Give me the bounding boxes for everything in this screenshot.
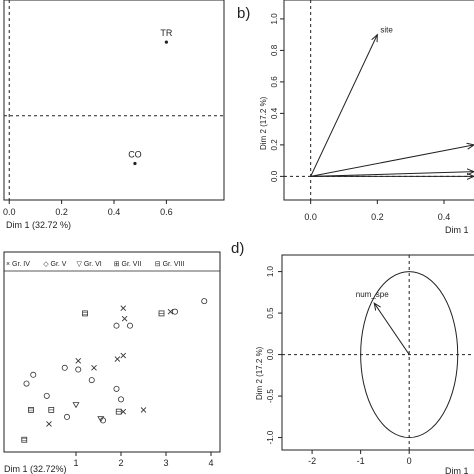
panel-b-arrow — [310, 35, 378, 177]
panel-c-points — [21, 298, 208, 443]
panel-b: b) 0.0 0.2 0.4 0.0 0.2 0.4 0.6 0.8 1.0 site Dim… — [237, 0, 474, 235]
panel-b-y-axis-label: Dim 2 (17.2 %) — [259, 96, 268, 150]
panel-d-x-tick-label: -2 — [308, 456, 316, 466]
panel-b-label: b) — [237, 5, 250, 22]
panel-b-y-axis: 0.0 0.2 0.4 0.6 0.8 1.0 — [270, 13, 284, 182]
panel-c-legend-entry: ⊟ Gr. VIII — [155, 261, 185, 268]
panel-b-y-tick-label: 0.4 — [270, 107, 279, 119]
panel-d-y-tick-label: 0.0 — [266, 348, 275, 360]
panel-c-point-gr-iv — [75, 357, 82, 364]
panel-d: d) -2 -1 0 -1.0 -0.5 0.0 0.5 1.0 num_spe Dim 1… — [231, 240, 474, 474]
panel-b-y-tick-label: 0.6 — [270, 76, 279, 88]
panel-b-arrow — [310, 145, 474, 177]
panel-c-point-gr-v — [61, 364, 68, 371]
panel-b-arrows: site — [310, 26, 474, 177]
panel-c-point-gr-iv — [91, 364, 97, 371]
panel-c-x-tick-label: 2 — [118, 458, 123, 468]
panel-a: 0.0 0.2 0.4 0.6 TR CO Dim 1 (32.72 %) — [3, 0, 225, 230]
panel-a-frame — [3, 0, 225, 201]
panel-c-point-gr-v — [75, 366, 82, 373]
panel-c-point-gr-v — [113, 385, 120, 392]
panel-b-reference-lines — [284, 0, 474, 200]
panel-c-x-axis: 1 2 3 4 — [73, 452, 214, 468]
panel-c-point-gr-v — [64, 413, 71, 420]
panel-a-x-axis: 0.0 0.2 0.4 0.6 — [3, 200, 173, 217]
panel-d-y-axis-label: Dim 2 (17.2 %) — [255, 346, 264, 400]
panel-d-reference-lines — [282, 255, 474, 450]
panel-d-arrow — [374, 303, 410, 355]
panel-b-arrow — [310, 172, 474, 177]
panel-a-x-tick-label: 0.0 — [3, 207, 16, 217]
panel-b-x-tick-label: 0.2 — [371, 212, 384, 222]
panel-b-x-axis: 0.0 0.2 0.4 — [304, 200, 450, 222]
panel-d-arrow-label: num_spe — [356, 290, 389, 299]
panel-c-point-gr-viii — [82, 310, 88, 317]
panel-b-x-axis-label: Dim 1 — [445, 225, 469, 235]
panel-d-x-axis-label: Dim 1 — [445, 466, 469, 474]
panel-c-point-gr-viii — [21, 436, 28, 443]
panel-c-point-gr-v — [118, 396, 125, 403]
panel-c-point-gr-v — [30, 371, 37, 378]
panel-c-x-axis-label: Dim 1 (32.72%) — [4, 464, 67, 474]
panel-c-legend-entry: × Gr. IV — [6, 261, 30, 268]
panel-d-arrows: num_spe — [356, 290, 410, 355]
panel-c-x-tick-label: 1 — [73, 458, 78, 468]
panel-c-point-gr-iv — [120, 305, 127, 311]
panel-c-x-tick-label: 3 — [163, 458, 168, 468]
panel-c-point-gr-v — [127, 322, 134, 329]
panel-c: × Gr. IV ◇ Gr. V ▽ Gr. VI ⊞ Gr. VII ⊟ Gr. VI… — [3, 251, 221, 474]
panel-c-point-gr-viii — [28, 406, 34, 413]
panel-c-point-gr-iv — [140, 407, 147, 413]
panel-d-frame — [281, 254, 474, 451]
panel-c-point-gr-v — [113, 322, 120, 329]
panel-c-point-gr-iv — [114, 356, 121, 362]
panel-c-legend-entry: ▽ Gr. VI — [77, 261, 102, 268]
panel-b-frame — [283, 0, 474, 201]
panel-c-point-gr-iv — [121, 315, 128, 322]
panel-d-y-tick-label: -1.0 — [266, 430, 275, 444]
panel-b-x-tick-label: 0.0 — [304, 212, 317, 222]
panel-b-x-tick-label: 0.4 — [438, 212, 451, 222]
panel-d-y-tick-label: 1.0 — [266, 265, 275, 277]
panel-a-x-tick-label: 0.2 — [55, 207, 68, 217]
panel-c-legend-entry: ⊞ Gr. VII — [114, 261, 142, 268]
panel-c-point-gr-iv — [120, 352, 127, 359]
panel-c-legend: × Gr. IV ◇ Gr. V ▽ Gr. VI ⊞ Gr. VII ⊟ Gr. VI… — [4, 261, 220, 272]
panel-a-point-label: CO — [128, 150, 142, 160]
panel-b-y-tick-label: 0.8 — [270, 44, 279, 56]
panel-d-y-tick-label: -0.5 — [266, 389, 275, 403]
panel-a-x-tick-label: 0.6 — [160, 207, 173, 217]
panel-c-point-gr-vi — [97, 416, 105, 423]
panel-c-point-gr-v — [201, 298, 208, 305]
panel-c-legend-entry: ◇ Gr. V — [43, 261, 67, 268]
panel-d-x-axis: -2 -1 0 — [308, 450, 412, 466]
panel-b-y-tick-label: 1.0 — [270, 13, 279, 25]
panel-a-point — [164, 40, 168, 44]
panel-c-point-gr-v — [43, 392, 50, 399]
panel-c-point-gr-vi — [72, 402, 80, 409]
panel-c-frame — [3, 251, 221, 453]
panel-c-point-gr-v — [23, 380, 30, 387]
panel-d-y-axis: -1.0 -0.5 0.0 0.5 1.0 — [266, 265, 282, 444]
panel-a-point-label: TR — [160, 28, 172, 38]
panel-b-y-tick-label: 0.0 — [270, 170, 279, 182]
panel-b-y-tick-label: 0.2 — [270, 139, 279, 151]
panel-c-point-gr-v — [171, 308, 178, 315]
panel-d-y-tick-label: 0.5 — [266, 307, 275, 319]
panel-a-reference-lines — [4, 0, 224, 200]
panel-c-point-gr-iv — [46, 421, 52, 427]
panel-c-point-gr-v — [88, 377, 95, 384]
panel-c-point-gr-iv — [167, 308, 174, 315]
panel-d-x-tick-label: -1 — [357, 456, 365, 466]
panel-d-x-tick-label: 0 — [407, 456, 412, 466]
panel-b-arrow-label: site — [380, 26, 393, 35]
panel-d-correlation-circle — [360, 271, 459, 439]
panel-a-x-axis-label: Dim 1 (32.72 %) — [6, 220, 71, 230]
panel-a-points: TR CO — [128, 28, 173, 166]
panel-d-label: d) — [231, 240, 244, 257]
panel-a-x-tick-label: 0.4 — [108, 207, 121, 217]
panel-a-point — [133, 161, 137, 166]
panel-c-x-tick-label: 4 — [208, 458, 213, 468]
